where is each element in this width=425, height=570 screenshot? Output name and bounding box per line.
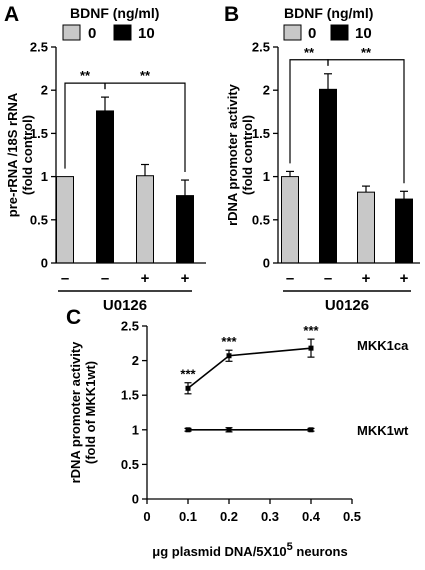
treatment-sign-b-2: +	[362, 270, 371, 287]
panel-letter-c: C	[66, 306, 81, 329]
legend-b-swatch-1	[330, 24, 349, 41]
y-tick-label-c-5: 2.5	[121, 319, 139, 334]
panel-letter-b: B	[224, 3, 239, 26]
bar-a-0	[56, 176, 74, 264]
legend-b-title: BDNF (ng/ml)	[284, 5, 373, 21]
x-tick-label-c-2: 0.2	[220, 509, 238, 524]
panel-letter-a: A	[4, 3, 19, 26]
bar-a-2	[136, 175, 154, 264]
sig-bracket-a-1	[104, 82, 186, 173]
treatment-sign-a-0: –	[61, 270, 69, 287]
y-tick-label-b-3: 1.5	[252, 126, 270, 141]
treatment-label-a: U0126	[103, 297, 147, 314]
y-tick-label-a-1: 0.5	[30, 212, 48, 227]
bar-chart-b: 0 0.5 1 1.5 2 2.5 rDNA promoter activity (fold …	[225, 40, 420, 314]
y-tick-label-a-3: 1.5	[30, 126, 48, 141]
x-tick-label-c-3: 0.3	[261, 509, 279, 524]
y-axis-title-b-1: (fold control)	[240, 115, 255, 195]
bar-b-0	[281, 176, 299, 264]
y-tick-label-b-5: 2.5	[252, 40, 270, 55]
x-tick-label-c-0: 0	[143, 509, 150, 524]
x-axis-title-c-part-2: neurons	[293, 544, 348, 559]
series-label-c-1: MKK1wt	[357, 423, 409, 438]
y-tick-label-b-0: 0	[263, 256, 270, 271]
y-tick-label-c-1: 0.5	[121, 457, 139, 472]
legend-b-label-0: 0	[308, 25, 316, 42]
bar-a-1	[96, 110, 114, 264]
legend-a-swatch-0	[62, 24, 81, 41]
treatment-label-b: U0126	[325, 297, 369, 314]
sig-label-c-0-1: ***	[221, 334, 237, 349]
legend-b-label-1: 10	[355, 25, 372, 42]
legend-a-label-0: 0	[88, 25, 96, 42]
legend-b-swatch-0	[283, 24, 302, 41]
y-tick-label-a-0: 0	[41, 256, 48, 271]
bar-b-2	[357, 191, 375, 264]
data-point-c-1-0	[185, 427, 191, 433]
legend-a: BDNF (ng/ml) 0 10	[62, 5, 159, 42]
y-tick-label-a-4: 2	[41, 83, 48, 98]
y-tick-label-b-2: 1	[263, 169, 270, 184]
sig-label-b-0: **	[304, 45, 315, 60]
legend-a-title: BDNF (ng/ml)	[70, 5, 159, 21]
legend-b: BDNF (ng/ml) 0 10	[283, 5, 373, 42]
data-point-c-0-1	[226, 353, 232, 359]
legend-a-label-1: 10	[138, 25, 155, 42]
bar-b-1	[319, 88, 337, 264]
treatment-sign-b-0: –	[286, 270, 294, 287]
y-tick-label-a-2: 1	[41, 169, 48, 184]
y-tick-label-c-4: 2	[132, 353, 139, 368]
legend-a-swatch-1	[113, 24, 132, 41]
treatment-sign-a-2: +	[141, 270, 150, 287]
x-axis-title-c-superscript: 5	[287, 541, 293, 553]
y-axis-title-a-0: pre-rRNA /18S rRNA	[5, 92, 20, 217]
x-tick-label-c-1: 0.1	[179, 509, 197, 524]
sig-label-c-0-0: ***	[180, 367, 196, 382]
y-tick-label-c-2: 1	[132, 422, 139, 437]
sig-label-b-1: **	[361, 45, 372, 60]
bar-chart-a: 0 0.5 1 1.5 2 2.5 pre-rRNA /18S rRNA (fold cont…	[5, 40, 206, 314]
y-axis-title-b-0: rDNA promoter activity	[225, 83, 240, 226]
treatment-sign-a-1: –	[101, 270, 109, 287]
y-axis-title-c-1: (fold of MKK1wt)	[83, 361, 98, 464]
sig-label-c-0-2: ***	[303, 323, 319, 338]
bar-b-3	[395, 198, 413, 264]
line-chart-c: 0 0.5 1 1.5 2 2.5 0 0.1 0.2 0.3 0.4 0.5 rDNA promote…	[68, 319, 409, 560]
x-axis-title-c: μg plasmid DNA/5X105 neurons	[152, 541, 347, 559]
y-tick-label-b-4: 2	[263, 83, 270, 98]
y-tick-label-b-1: 0.5	[252, 212, 270, 227]
sig-label-a-1: **	[140, 68, 151, 83]
bar-a-3	[176, 195, 194, 264]
y-axis-title-a-1: (fold control)	[20, 115, 35, 195]
x-tick-label-c-5: 0.5	[343, 509, 361, 524]
y-tick-label-c-0: 0	[132, 492, 139, 507]
treatment-sign-b-1: –	[324, 270, 332, 287]
series-line-c-0	[187, 347, 312, 389]
y-tick-label-c-3: 1.5	[121, 388, 139, 403]
data-point-c-0-0	[185, 385, 191, 391]
series-label-c-0: MKK1ca	[357, 338, 409, 353]
treatment-sign-b-3: +	[400, 270, 409, 287]
data-point-c-1-2	[308, 427, 314, 433]
data-point-c-0-2	[308, 345, 314, 351]
x-tick-label-c-4: 0.4	[302, 509, 321, 524]
sig-bracket-b-1	[327, 59, 405, 184]
treatment-sign-a-3: +	[181, 270, 190, 287]
data-point-c-1-1	[226, 427, 232, 433]
y-tick-label-a-5: 2.5	[30, 40, 48, 55]
sig-label-a-0: **	[80, 68, 91, 83]
y-axis-title-c-0: rDNA promoter activity	[68, 341, 83, 484]
x-axis-title-c-part-0: μg plasmid DNA/5X10	[152, 544, 286, 559]
